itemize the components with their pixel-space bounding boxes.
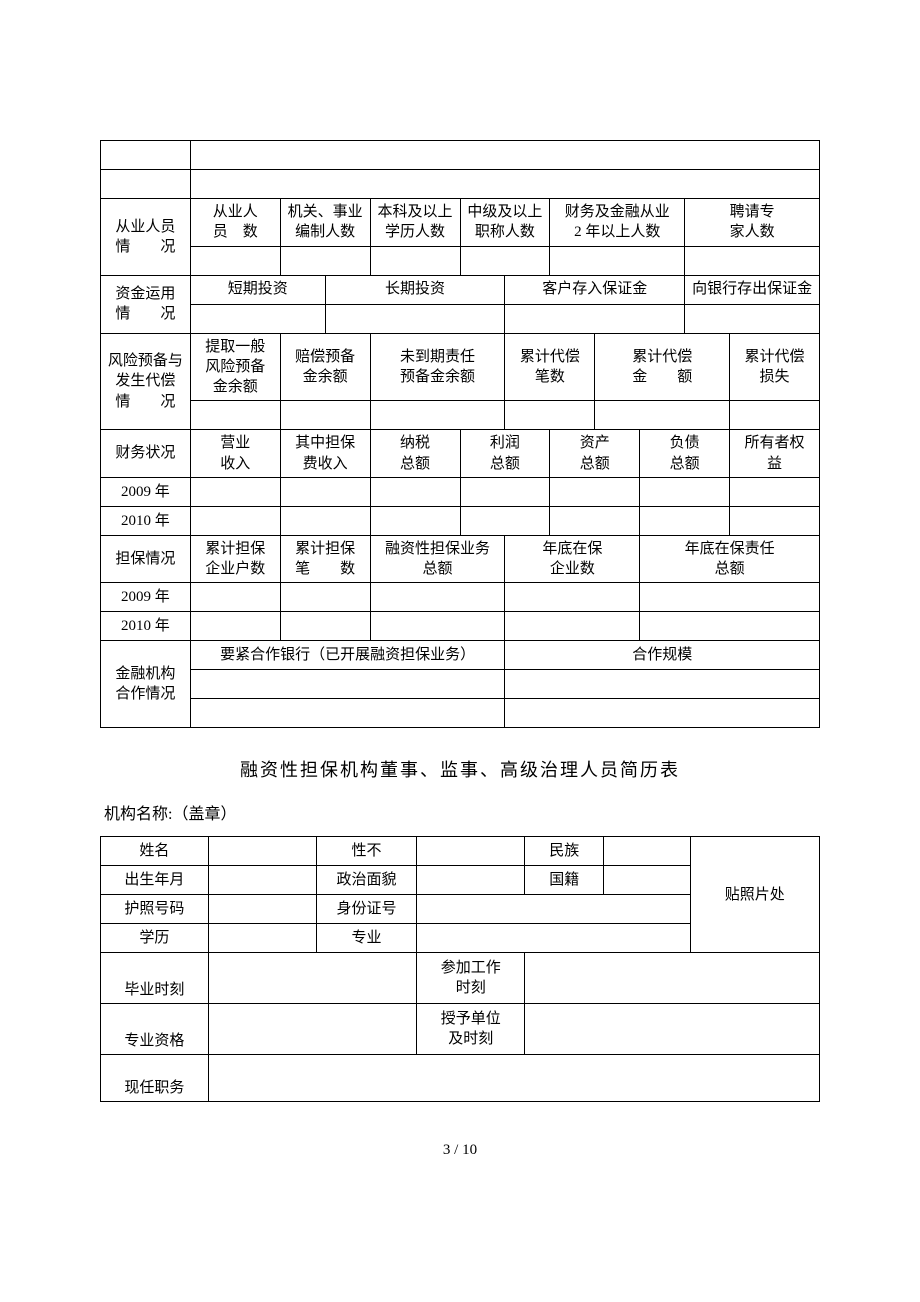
risk-header: 提取一般 风险预备 金余额 bbox=[190, 333, 280, 401]
staff-header: 机关、事业 编制人数 bbox=[280, 199, 370, 247]
table-row bbox=[101, 304, 820, 333]
field-label: 政治面貌 bbox=[316, 866, 417, 895]
staff-header: 本科及以上 学历人数 bbox=[370, 199, 460, 247]
risk-row-label: 风险预备与 发生代偿 情 况 bbox=[101, 333, 191, 430]
finance-row-label: 财务状况 bbox=[101, 430, 191, 478]
table-row: 担保情况 累计担保 企业户数 累计担保 笔 数 融资性担保业务 总额 年底在保 … bbox=[101, 535, 820, 583]
finance-header: 纳税 总额 bbox=[370, 430, 460, 478]
guarantee-header: 累计担保 笔 数 bbox=[280, 535, 370, 583]
staff-row-label: 从业人员 情 况 bbox=[101, 199, 191, 276]
table-row: 2010 年 bbox=[101, 506, 820, 535]
resume-table: 姓名 性不 民族 贴照片处 出生年月 政治面貌 国籍 护照号码 身份证号 学历 … bbox=[100, 836, 820, 1102]
field-label: 专业资格 bbox=[101, 1004, 209, 1055]
table-row: 从业人员 情 况 从业人 员 数 机关、事业 编制人数 本科及以上 学历人数 中… bbox=[101, 199, 820, 247]
field-label: 护照号码 bbox=[101, 895, 209, 924]
main-form-table: 从业人员 情 况 从业人 员 数 机关、事业 编制人数 本科及以上 学历人数 中… bbox=[100, 140, 820, 728]
org-name-label: 机构名称:（盖章） bbox=[104, 800, 820, 824]
table-row: 毕业时刻 参加工作 时刻 bbox=[101, 953, 820, 1004]
risk-header: 累计代偿 笔数 bbox=[505, 333, 595, 401]
fund-header: 客户存入保证金 bbox=[505, 275, 685, 304]
guarantee-year: 2010 年 bbox=[101, 612, 191, 641]
table-row bbox=[101, 401, 820, 430]
guarantee-row-label: 担保情况 bbox=[101, 535, 191, 583]
table-row bbox=[101, 670, 820, 699]
risk-header: 累计代偿 损失 bbox=[730, 333, 820, 401]
fund-row-label: 资金运用 情 况 bbox=[101, 275, 191, 333]
guarantee-year: 2009 年 bbox=[101, 583, 191, 612]
risk-header: 未到期责任 预备金余额 bbox=[370, 333, 505, 401]
field-label: 参加工作 时刻 bbox=[417, 953, 525, 1004]
table-row: 金融机构 合作情况 要紧合作银行（已开展融资担保业务） 合作规模 bbox=[101, 641, 820, 670]
table-row: 资金运用 情 况 短期投资 长期投资 客户存入保证金 向银行存出保证金 bbox=[101, 275, 820, 304]
field-label: 出生年月 bbox=[101, 866, 209, 895]
finance-header: 其中担保 费收入 bbox=[280, 430, 370, 478]
field-label: 性不 bbox=[316, 837, 417, 866]
fund-header: 向银行存出保证金 bbox=[685, 275, 820, 304]
finance-header: 所有者权 益 bbox=[730, 430, 820, 478]
fund-header: 长期投资 bbox=[325, 275, 505, 304]
field-label: 姓名 bbox=[101, 837, 209, 866]
photo-placeholder: 贴照片处 bbox=[690, 837, 819, 953]
field-label: 国籍 bbox=[525, 866, 604, 895]
risk-header: 累计代偿 金 额 bbox=[595, 333, 730, 401]
field-label: 专业 bbox=[316, 924, 417, 953]
finance-header: 资产 总额 bbox=[550, 430, 640, 478]
table-row: 风险预备与 发生代偿 情 况 提取一般 风险预备 金余额 赔偿预备 金余额 未到… bbox=[101, 333, 820, 401]
guarantee-header: 融资性担保业务 总额 bbox=[370, 535, 505, 583]
staff-header: 中级及以上 职称人数 bbox=[460, 199, 550, 247]
coop-row-label: 金融机构 合作情况 bbox=[101, 641, 191, 728]
table-row: 现任职务 bbox=[101, 1055, 820, 1102]
field-label: 学历 bbox=[101, 924, 209, 953]
finance-year: 2010 年 bbox=[101, 506, 191, 535]
table-row bbox=[101, 141, 820, 170]
section-title: 融资性担保机构董事、监事、高级治理人员简历表 bbox=[100, 756, 820, 782]
field-label: 民族 bbox=[525, 837, 604, 866]
coop-header: 合作规模 bbox=[505, 641, 820, 670]
table-row bbox=[101, 699, 820, 728]
finance-header: 营业 收入 bbox=[190, 430, 280, 478]
field-label: 身份证号 bbox=[316, 895, 417, 924]
staff-header: 从业人 员 数 bbox=[190, 199, 280, 247]
table-row: 2010 年 bbox=[101, 612, 820, 641]
fund-header: 短期投资 bbox=[190, 275, 325, 304]
guarantee-header: 年底在保责任 总额 bbox=[640, 535, 820, 583]
table-row: 2009 年 bbox=[101, 583, 820, 612]
table-row: 2009 年 bbox=[101, 477, 820, 506]
table-row: 姓名 性不 民族 贴照片处 bbox=[101, 837, 820, 866]
finance-header: 利润 总额 bbox=[460, 430, 550, 478]
field-label: 授予单位 及时刻 bbox=[417, 1004, 525, 1055]
finance-header: 负债 总额 bbox=[640, 430, 730, 478]
coop-header: 要紧合作银行（已开展融资担保业务） bbox=[190, 641, 505, 670]
table-row bbox=[101, 170, 820, 199]
field-label: 毕业时刻 bbox=[101, 953, 209, 1004]
staff-header: 财务及金融从业 2 年以上人数 bbox=[550, 199, 685, 247]
field-label: 现任职务 bbox=[101, 1055, 209, 1102]
page-number: 3 / 10 bbox=[100, 1142, 820, 1159]
staff-header: 聘请专 家人数 bbox=[685, 199, 820, 247]
finance-year: 2009 年 bbox=[101, 477, 191, 506]
guarantee-header: 累计担保 企业户数 bbox=[190, 535, 280, 583]
risk-header: 赔偿预备 金余额 bbox=[280, 333, 370, 401]
table-row: 专业资格 授予单位 及时刻 bbox=[101, 1004, 820, 1055]
table-row: 财务状况 营业 收入 其中担保 费收入 纳税 总额 利润 总额 资产 总额 负债… bbox=[101, 430, 820, 478]
guarantee-header: 年底在保 企业数 bbox=[505, 535, 640, 583]
table-row bbox=[101, 246, 820, 275]
